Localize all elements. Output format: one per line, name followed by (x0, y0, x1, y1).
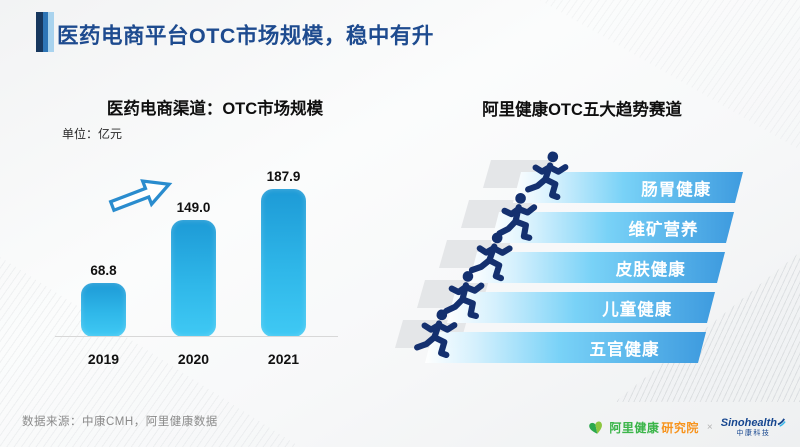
footer-logos: 阿里健康 研究院 × Sinohealth 中康科技 (588, 415, 786, 439)
accent-stripe-dark (36, 12, 43, 52)
bar-value-label: 68.8 (90, 263, 117, 278)
chart-title: 医药电商渠道：OTC市场规模 (106, 100, 324, 118)
bar-group-2021: 187.9 2021 (261, 169, 306, 367)
title-accent-bar (36, 12, 54, 52)
bar-value-label: 187.9 (266, 169, 301, 184)
alihealth-logo-text: 阿里健康 (609, 420, 660, 435)
data-source-note: 数据来源：中康CMH，阿里健康数据 (22, 416, 218, 428)
sinohealth-swoosh-icon (777, 417, 786, 427)
track-label: 肠胃健康 (641, 180, 712, 199)
bar-value-label: 149.0 (176, 200, 211, 215)
track-label: 皮肤健康 (615, 260, 686, 279)
runner-icon (406, 306, 466, 366)
alihealth-heart-icon (589, 421, 603, 434)
bar-group-2020: 149.0 2020 (171, 200, 216, 367)
bar-year-label: 2019 (87, 351, 120, 367)
growth-arrow-icon (108, 179, 173, 213)
chart-baseline (55, 336, 338, 337)
track-banner-5: 五官健康 (425, 332, 706, 363)
bar-2021 (261, 189, 306, 337)
diagonal-stripes-top-right (540, 0, 800, 150)
bar-year-label: 2021 (267, 351, 300, 367)
bar-2019 (81, 283, 126, 337)
track-banner-4: 儿童健康 (447, 292, 715, 323)
slide-title: 医药电商平台OTC市场规模，稳中有升 (57, 24, 434, 48)
sinohealth-sub-text: 中康科技 (736, 429, 771, 437)
bar-year-label: 2020 (177, 351, 210, 367)
logo-separator: × (706, 421, 713, 433)
bar-group-2019: 68.8 2019 (81, 263, 126, 367)
sinohealth-logo: Sinohealth 中康科技 (720, 416, 786, 437)
track-label: 维矿营养 (628, 220, 699, 239)
accent-stripe-mid (43, 12, 48, 52)
track-banner-3: 皮肤健康 (469, 252, 725, 283)
tracks-title: 阿里健康OTC五大趋势赛道 (482, 101, 682, 119)
sinohealth-brand-text: Sinohealth (720, 416, 777, 429)
track-label: 五官健康 (589, 340, 660, 359)
alihealth-logo-suffix: 研究院 (661, 420, 699, 435)
track-label: 儿童健康 (602, 300, 673, 319)
unit-label: 单位：亿元 (62, 127, 123, 141)
accent-stripe-light (48, 12, 54, 52)
bar-2020 (171, 220, 216, 337)
